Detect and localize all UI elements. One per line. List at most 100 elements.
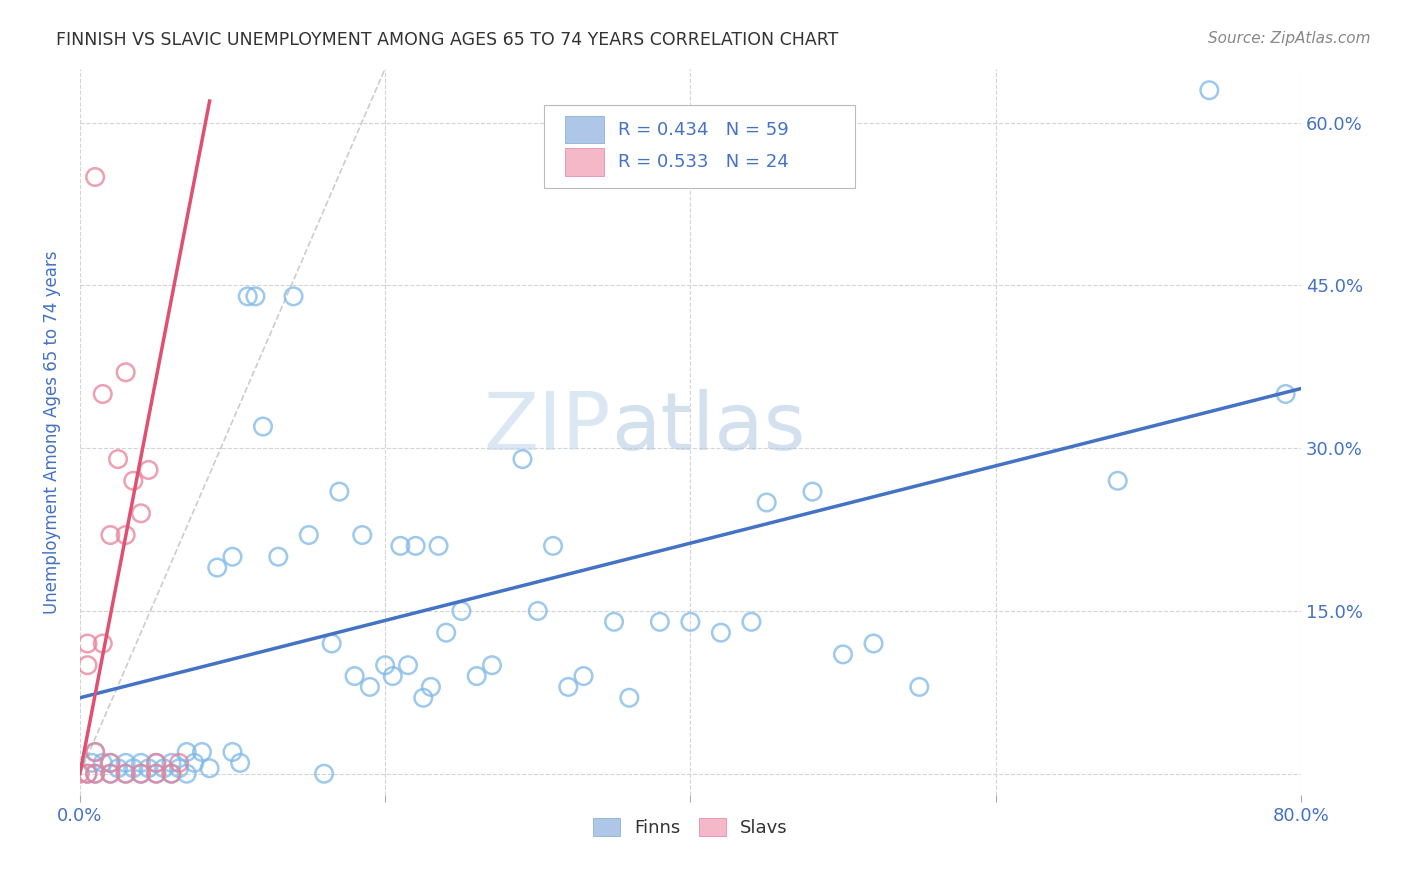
Point [114, 766, 136, 780]
Point [374, 658, 396, 673]
Point [183, 756, 205, 770]
Point [145, 756, 167, 770]
Point [236, 289, 259, 303]
Point [252, 419, 274, 434]
Point [69, 766, 91, 780]
Point [122, 474, 145, 488]
Point [129, 766, 152, 780]
Point [298, 528, 321, 542]
Point [100, 766, 122, 780]
Point [84, 169, 107, 184]
Bar [565, 148, 603, 176]
Point [176, 766, 198, 780]
Point [114, 766, 136, 780]
Point [76, 636, 98, 650]
Point [160, 756, 183, 770]
Point [1107, 474, 1129, 488]
Point [138, 761, 160, 775]
Point [557, 680, 579, 694]
Point [84, 745, 107, 759]
Text: R = 0.434   N = 59: R = 0.434 N = 59 [619, 120, 789, 138]
Point [283, 289, 305, 303]
Point [207, 560, 229, 574]
Point [1274, 387, 1296, 401]
Point [1198, 83, 1220, 97]
Point [221, 745, 243, 759]
Point [84, 766, 107, 780]
Point [129, 766, 152, 780]
Point [541, 539, 564, 553]
Point [755, 495, 778, 509]
Point [84, 745, 107, 759]
Point [396, 658, 419, 673]
Point [145, 766, 167, 780]
Point [405, 539, 427, 553]
Point [619, 690, 641, 705]
Point [160, 766, 183, 780]
Point [107, 761, 129, 775]
Point [91, 756, 114, 770]
Point [167, 756, 190, 770]
Point [100, 528, 122, 542]
Legend: Finns, Slavs: Finns, Slavs [586, 811, 796, 845]
Point [138, 463, 160, 477]
Point [122, 761, 145, 775]
Point [114, 528, 136, 542]
Point [80, 756, 103, 770]
Point [91, 636, 114, 650]
Point [114, 756, 136, 770]
Point [176, 745, 198, 759]
Point [343, 669, 366, 683]
Point [129, 506, 152, 520]
Point [153, 761, 176, 775]
Point [114, 365, 136, 379]
Text: R = 0.533   N = 24: R = 0.533 N = 24 [619, 153, 789, 171]
Point [740, 615, 762, 629]
Point [267, 549, 290, 564]
Point [198, 761, 221, 775]
Text: ZIP: ZIP [484, 389, 612, 467]
Point [76, 766, 98, 780]
Point [107, 452, 129, 467]
Point [359, 680, 381, 694]
Point [465, 669, 488, 683]
Point [832, 648, 855, 662]
Point [221, 549, 243, 564]
Point [801, 484, 824, 499]
Point [91, 387, 114, 401]
Point [389, 539, 412, 553]
FancyBboxPatch shape [544, 105, 855, 188]
Point [100, 756, 122, 770]
Point [76, 658, 98, 673]
Point [312, 766, 335, 780]
Point [648, 615, 671, 629]
Point [328, 484, 350, 499]
Point [245, 289, 267, 303]
Point [572, 669, 595, 683]
Point [352, 528, 374, 542]
Point [908, 680, 931, 694]
Text: FINNISH VS SLAVIC UNEMPLOYMENT AMONG AGES 65 TO 74 YEARS CORRELATION CHART: FINNISH VS SLAVIC UNEMPLOYMENT AMONG AGE… [56, 31, 838, 49]
Point [321, 636, 343, 650]
Point [526, 604, 548, 618]
Point [100, 756, 122, 770]
Point [129, 756, 152, 770]
Point [427, 539, 450, 553]
Point [419, 680, 441, 694]
Point [381, 669, 404, 683]
Point [679, 615, 702, 629]
Point [100, 766, 122, 780]
Bar [565, 116, 603, 144]
Point [512, 452, 534, 467]
Text: atlas: atlas [612, 389, 806, 467]
Point [84, 766, 107, 780]
Point [434, 625, 457, 640]
Point [145, 756, 167, 770]
Text: Source: ZipAtlas.com: Source: ZipAtlas.com [1208, 31, 1371, 46]
Point [603, 615, 626, 629]
Point [167, 761, 190, 775]
Point [76, 766, 98, 780]
Point [710, 625, 733, 640]
Point [160, 766, 183, 780]
Point [862, 636, 884, 650]
